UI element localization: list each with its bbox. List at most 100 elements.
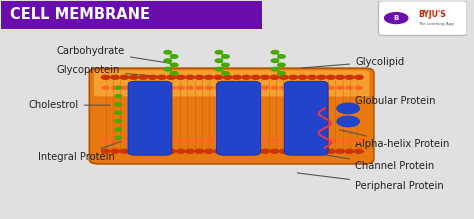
Circle shape	[243, 86, 250, 89]
Circle shape	[158, 75, 166, 79]
Circle shape	[139, 149, 147, 153]
Circle shape	[196, 139, 203, 142]
Text: Channel Protein: Channel Protein	[316, 154, 434, 171]
Circle shape	[195, 75, 204, 79]
Circle shape	[278, 72, 285, 75]
Circle shape	[205, 75, 213, 79]
Circle shape	[234, 86, 240, 89]
Circle shape	[290, 86, 297, 89]
Circle shape	[262, 86, 268, 89]
Circle shape	[115, 86, 121, 89]
Circle shape	[224, 86, 231, 89]
Circle shape	[317, 149, 326, 153]
Circle shape	[168, 139, 174, 142]
Circle shape	[309, 139, 315, 142]
Circle shape	[115, 111, 121, 114]
Circle shape	[112, 139, 118, 142]
Circle shape	[148, 149, 157, 153]
Circle shape	[206, 86, 212, 89]
Text: Integral Protein: Integral Protein	[38, 139, 128, 162]
Text: Glycolipid: Glycolipid	[302, 57, 404, 68]
Circle shape	[308, 75, 316, 79]
Circle shape	[115, 136, 121, 139]
Circle shape	[121, 86, 128, 89]
Circle shape	[299, 75, 307, 79]
Circle shape	[223, 75, 232, 79]
Circle shape	[253, 86, 259, 89]
Circle shape	[290, 139, 297, 142]
Circle shape	[222, 63, 229, 67]
Circle shape	[177, 139, 184, 142]
Circle shape	[317, 75, 326, 79]
Circle shape	[215, 59, 223, 62]
FancyBboxPatch shape	[378, 1, 467, 35]
Circle shape	[187, 139, 193, 142]
Text: Glycoprotein: Glycoprotein	[57, 65, 161, 77]
Circle shape	[271, 59, 279, 62]
Circle shape	[278, 63, 285, 67]
Circle shape	[101, 75, 110, 79]
Circle shape	[148, 75, 157, 79]
Circle shape	[327, 149, 335, 153]
FancyBboxPatch shape	[128, 81, 172, 155]
Circle shape	[130, 139, 137, 142]
Circle shape	[171, 72, 178, 75]
Circle shape	[120, 75, 128, 79]
Circle shape	[164, 51, 172, 54]
Circle shape	[252, 149, 260, 153]
Circle shape	[384, 13, 408, 24]
Circle shape	[164, 59, 172, 62]
Circle shape	[261, 149, 269, 153]
Circle shape	[280, 75, 288, 79]
Circle shape	[222, 55, 229, 58]
Circle shape	[271, 51, 279, 54]
Circle shape	[111, 149, 119, 153]
Circle shape	[271, 67, 279, 71]
Circle shape	[262, 139, 268, 142]
Circle shape	[252, 75, 260, 79]
FancyBboxPatch shape	[0, 1, 262, 29]
Text: Carbohydrate: Carbohydrate	[57, 46, 171, 63]
FancyBboxPatch shape	[217, 81, 261, 155]
Circle shape	[102, 86, 109, 89]
Circle shape	[242, 75, 251, 79]
Circle shape	[243, 139, 250, 142]
Circle shape	[168, 86, 174, 89]
Circle shape	[215, 86, 221, 89]
Circle shape	[233, 149, 241, 153]
Circle shape	[140, 86, 146, 89]
Circle shape	[309, 86, 315, 89]
Circle shape	[176, 149, 185, 153]
Circle shape	[206, 139, 212, 142]
Circle shape	[261, 75, 269, 79]
Circle shape	[112, 86, 118, 89]
Circle shape	[299, 149, 307, 153]
Circle shape	[195, 149, 204, 153]
Circle shape	[355, 149, 363, 153]
Circle shape	[336, 149, 344, 153]
Circle shape	[159, 86, 165, 89]
Circle shape	[149, 139, 156, 142]
Circle shape	[270, 149, 279, 153]
Circle shape	[253, 139, 259, 142]
Circle shape	[346, 75, 354, 79]
Circle shape	[356, 86, 362, 89]
Circle shape	[139, 75, 147, 79]
Circle shape	[281, 139, 287, 142]
Circle shape	[115, 120, 121, 123]
Circle shape	[346, 139, 353, 142]
Circle shape	[281, 86, 287, 89]
Circle shape	[289, 149, 297, 153]
Circle shape	[167, 75, 175, 79]
Circle shape	[356, 139, 362, 142]
Text: CELL MEMBRANE: CELL MEMBRANE	[10, 7, 150, 22]
Circle shape	[115, 103, 121, 106]
Circle shape	[101, 149, 110, 153]
Circle shape	[346, 149, 354, 153]
Circle shape	[337, 86, 343, 89]
Circle shape	[149, 86, 156, 89]
Circle shape	[196, 86, 203, 89]
Circle shape	[336, 75, 344, 79]
Circle shape	[318, 139, 325, 142]
Circle shape	[289, 75, 297, 79]
